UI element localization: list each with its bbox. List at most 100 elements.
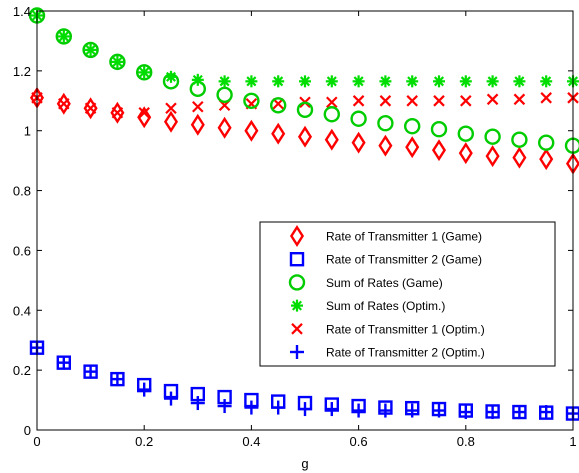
data-point <box>245 75 258 88</box>
data-point <box>352 95 365 107</box>
data-point <box>433 75 445 88</box>
legend-label: Rate of Transmitter 2 (Game) <box>326 253 482 267</box>
data-point <box>432 403 446 418</box>
y-tick-label: 1.2 <box>13 64 31 79</box>
data-point <box>430 121 448 138</box>
x-axis-label: g <box>301 456 308 471</box>
legend-marker <box>288 274 306 291</box>
legend-label: Rate of Transmitter 1 (Optim.) <box>326 322 485 336</box>
data-point <box>243 92 260 109</box>
data-point <box>218 75 231 88</box>
data-point <box>216 86 233 104</box>
data-point <box>540 92 552 104</box>
data-point <box>513 93 526 106</box>
data-point <box>458 405 473 420</box>
data-point <box>111 55 124 68</box>
data-point <box>457 125 474 142</box>
legend-marker <box>291 323 303 335</box>
y-tick-label: 0.4 <box>13 303 31 318</box>
data-point <box>352 75 365 88</box>
y-tick-label: 1.4 <box>13 4 31 19</box>
data-point <box>404 118 421 135</box>
x-tick-label: 0 <box>33 434 40 449</box>
data-point <box>351 131 366 154</box>
data-point <box>458 142 473 165</box>
legend: Rate of Transmitter 1 (Game) Rate of Tran… <box>259 221 556 367</box>
data-point <box>56 355 71 370</box>
legend-item: Rate of Transmitter 1 (Optim.) <box>291 322 485 336</box>
series-marks <box>28 7 579 421</box>
data-point <box>539 405 554 420</box>
data-point <box>270 97 287 114</box>
data-point <box>137 382 152 397</box>
data-point <box>485 405 500 420</box>
data-point <box>377 115 394 132</box>
data-point <box>244 400 259 415</box>
data-point <box>84 43 97 56</box>
legend-item: Rate of Transmitter 2 (Optim.) <box>290 345 485 360</box>
data-point <box>538 134 555 151</box>
data-point <box>55 28 72 45</box>
data-point <box>323 106 340 123</box>
legend-label: Rate of Transmitter 2 (Optim.) <box>326 346 485 360</box>
data-point <box>325 75 338 88</box>
x-tick-label: 0.6 <box>350 434 368 449</box>
data-point <box>511 131 528 148</box>
legend-marker <box>289 225 305 247</box>
data-point <box>351 403 366 418</box>
data-point <box>326 96 338 109</box>
data-point <box>485 145 500 168</box>
data-point <box>324 402 339 417</box>
data-point <box>164 391 178 406</box>
data-point <box>217 399 232 414</box>
data-point <box>433 95 445 107</box>
data-point <box>540 75 553 88</box>
y-tick-label: 1 <box>24 124 31 139</box>
data-point <box>298 402 312 417</box>
data-point <box>486 93 499 106</box>
data-point <box>217 116 232 139</box>
data-point <box>406 95 418 107</box>
data-point <box>460 95 472 107</box>
legend-item: Sum of Rates (Optim.) <box>291 299 445 313</box>
data-point <box>484 128 501 145</box>
data-point <box>350 110 367 127</box>
data-point <box>406 75 419 88</box>
legend-item: Rate of Transmitter 2 (Game) <box>289 251 482 267</box>
legend-label: Sum of Rates (Optim.) <box>326 299 445 313</box>
legend-label: Rate of Transmitter 1 (Game) <box>326 230 482 244</box>
data-point <box>378 403 393 418</box>
data-point <box>296 101 314 118</box>
data-point <box>486 75 499 88</box>
plot-area <box>37 11 573 430</box>
data-point <box>135 64 153 81</box>
legend-marker <box>291 299 303 312</box>
legend-item: Rate of Transmitter 1 (Game) <box>289 225 482 247</box>
data-point <box>137 106 152 129</box>
series-1 <box>29 86 579 175</box>
y-tick-label: 0.6 <box>13 243 31 258</box>
data-point <box>431 139 447 162</box>
data-point <box>190 396 205 411</box>
data-point <box>297 125 313 148</box>
data-point <box>110 372 125 387</box>
x-tick-label: 0.4 <box>242 434 260 449</box>
axes-frame <box>36 10 574 431</box>
data-point <box>192 100 204 113</box>
data-point <box>138 106 150 119</box>
x-tick-label: 0.8 <box>457 434 475 449</box>
data-point <box>109 53 126 71</box>
data-point <box>83 364 98 379</box>
data-point <box>512 405 527 420</box>
legend-label: Sum of Rates (Game) <box>326 276 443 290</box>
series-4 <box>31 9 579 88</box>
data-point <box>111 106 124 119</box>
data-point <box>165 102 177 115</box>
data-point <box>191 73 204 86</box>
data-point <box>271 122 286 145</box>
y-tick-label: 0.8 <box>13 184 31 199</box>
data-point <box>512 146 527 169</box>
data-point <box>272 75 285 88</box>
y-tick-label: 0 <box>24 423 31 438</box>
